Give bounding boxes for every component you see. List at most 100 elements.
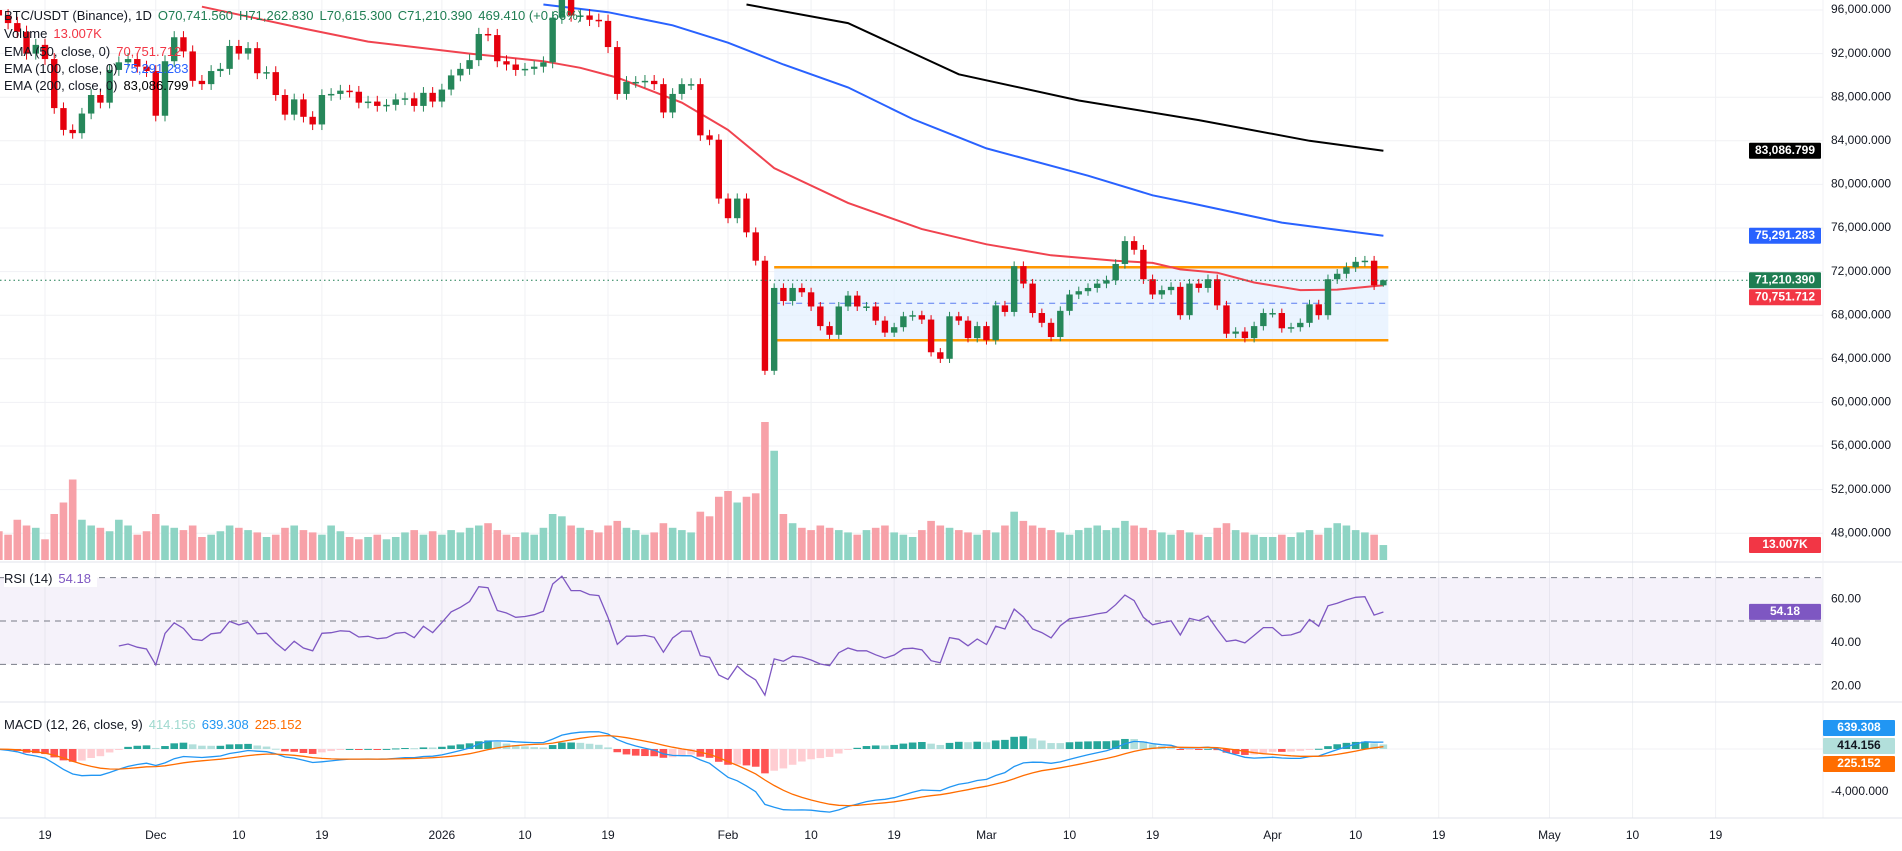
candle-body (992, 305, 999, 341)
rsi-legend[interactable]: RSI (14) 54.18 (4, 571, 97, 587)
volume-bar (576, 527, 585, 560)
volume-bar (87, 525, 95, 560)
volume-bar (1010, 511, 1018, 560)
candle-body (1103, 280, 1110, 284)
volume-bar (687, 532, 695, 560)
price-range-box[interactable] (774, 265, 1389, 342)
candle-body (927, 319, 935, 353)
candle-body (761, 260, 769, 371)
volume-bar (982, 530, 991, 560)
macd-legend[interactable]: MACD (12, 26, close, 9) 414.156 639.308 225… (4, 717, 308, 733)
volume-bar (548, 514, 557, 560)
range-fill[interactable] (774, 267, 1389, 341)
macd-histogram-bar (1038, 740, 1046, 749)
volume-bar (1158, 532, 1166, 560)
rsi-pane (0, 575, 1823, 697)
price-tick-label: 56,000.000 (1831, 438, 1891, 452)
macd-histogram-bar (1287, 749, 1295, 752)
volume-bar (4, 534, 12, 560)
macd-histogram-bar (539, 747, 548, 749)
candle-body (207, 71, 215, 85)
macd-histogram-bar (1019, 736, 1028, 749)
volume-legend[interactable]: Volume 13.007K (4, 26, 108, 42)
volume-bar (1379, 545, 1388, 560)
axes[interactable]: 96,000.000 92,000.000 88,000.000 84,000.000… (38, 2, 1891, 842)
macd-histogram-bar (1342, 742, 1351, 749)
candle-body (1038, 313, 1046, 323)
volume-bar (1019, 520, 1028, 560)
candle-body (420, 92, 427, 106)
candle-body (558, 0, 566, 18)
time-tick-label: Dec (145, 828, 166, 842)
macd-tick-label: -4,000.000 (1831, 784, 1889, 798)
badge-macd_hist-bg (1823, 738, 1895, 754)
macd-histogram-bar (151, 747, 160, 749)
candle-body (974, 326, 981, 339)
time-tick-label: 19 (1146, 828, 1160, 842)
macd-histogram-bar (511, 745, 520, 749)
candle-body (1287, 327, 1295, 329)
time-tick-label: Mar (976, 828, 997, 842)
macd-histogram-bar (1084, 741, 1092, 749)
macd-histogram-bar (1361, 741, 1369, 749)
volume-bar (954, 530, 963, 560)
volume-bar (908, 537, 917, 560)
candle-body (475, 33, 483, 61)
macd-histogram-bar (761, 749, 769, 774)
macd-histogram-bar (1111, 740, 1120, 749)
volume-bar (530, 534, 538, 560)
candle-body (51, 59, 58, 109)
macd-histogram-bar (1296, 749, 1305, 751)
macd-histogram-bar (1102, 741, 1111, 749)
symbol-legend[interactable]: BTC/USDT (Binance), 1D O70,741.560 H71,262… (4, 8, 588, 24)
candle-body (595, 19, 602, 22)
candle-body (1241, 331, 1249, 339)
macd-histogram-bar (585, 743, 594, 749)
volume-bar (881, 525, 889, 560)
candle-body (115, 62, 123, 70)
time-tick-label: 2026 (429, 828, 456, 842)
ema50-legend[interactable]: EMA (50, close, 0) 70,751.712 (4, 44, 187, 60)
macd-histogram-bar (244, 743, 252, 749)
candle-body (32, 44, 39, 54)
ema100-legend[interactable]: EMA (100, close, 0) 75,291.283 (4, 61, 195, 77)
ohlc-high: H71,262.830 (239, 8, 314, 23)
macd-histogram-bar (1314, 748, 1323, 750)
time-tick-label: 19 (38, 828, 52, 842)
volume-bar (382, 539, 391, 560)
candle-body (632, 81, 639, 84)
badge-ema50: 70,751.712 (1755, 289, 1815, 303)
candle-body (660, 84, 667, 113)
candle-body (900, 316, 907, 328)
macd-histogram-bar (853, 747, 862, 749)
volume-bar (1028, 525, 1037, 560)
candle-body (1361, 260, 1369, 263)
candle-body (346, 90, 353, 93)
volume-bar (1324, 527, 1332, 560)
volume-bar (567, 525, 575, 560)
symbol-name[interactable]: BTC/USDT (Binance), 1D (4, 8, 152, 23)
volume-bar (124, 525, 132, 560)
candle-body (217, 68, 224, 72)
macd-histogram-bar (105, 749, 114, 753)
candle-body (798, 287, 806, 293)
macd-histogram-bar (50, 749, 59, 758)
macd-histogram-bar (807, 749, 815, 760)
macd-histogram-bar (742, 749, 751, 766)
grid (0, 0, 1823, 818)
volume-bar (659, 523, 668, 560)
volume-bar (1361, 532, 1369, 560)
volume-bar (105, 531, 114, 560)
candle-body (872, 306, 879, 321)
ema200-legend[interactable]: EMA (200, close, 0) 83,086.799 (4, 78, 195, 94)
volume-bar (50, 514, 59, 560)
badge-macd_signal: 225.152 (1837, 756, 1881, 770)
candle-body (1232, 331, 1239, 334)
candle-body (586, 15, 593, 20)
macd-histogram-bar (1010, 736, 1018, 749)
macd-histogram-bar (927, 743, 935, 749)
macd-histogram-bar (364, 748, 372, 750)
volume-bar (1139, 527, 1148, 560)
volume-bar (742, 496, 751, 560)
